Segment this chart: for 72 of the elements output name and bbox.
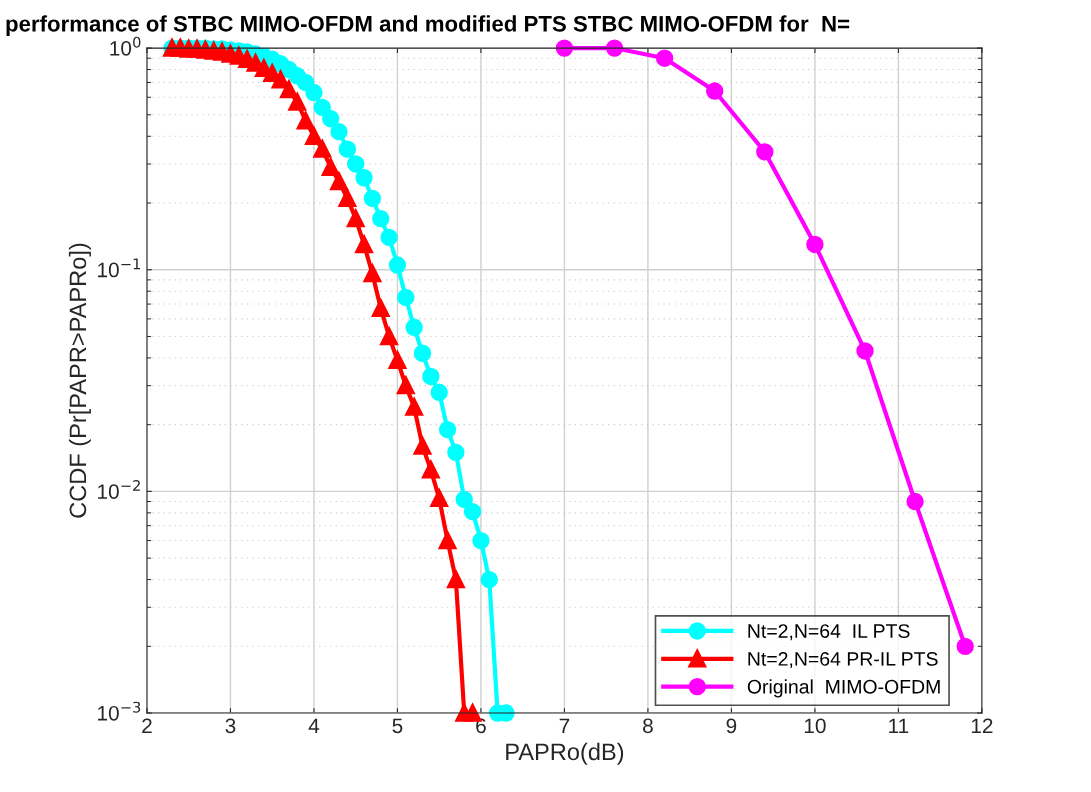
x-tick-label: 8 [643,718,653,734]
x-tick-label: 11 [889,718,909,733]
point [472,531,490,550]
y-tick-label: 10$^{−3}$ [98,701,141,721]
x-tick-label: 10 [804,718,826,734]
point [422,367,440,386]
point [422,461,440,479]
chart-title: performance of STBC MIMO-OFDM and modified PTS STBC MIMO-OFDM for N= [6,15,850,37]
y-tick-label: 10$^{−2}$ [98,479,140,499]
x-tick-label: 12 [971,718,993,733]
x-tick-label: 7 [559,718,570,733]
point [396,374,416,395]
point [756,143,774,161]
point [447,443,465,462]
point [304,125,323,145]
point [380,228,398,247]
y-tick-label: 10$^{0}$ [110,36,141,56]
legend-label: Nt=2,N=64 PR-IL PTS [748,652,938,669]
point [655,49,674,67]
x-tick-label: 5 [392,718,403,734]
point [371,297,391,317]
point [463,502,482,521]
point [405,398,423,416]
point [287,91,307,111]
point [906,492,924,511]
point [438,531,457,550]
point [346,207,366,228]
point [387,349,408,370]
point [706,82,724,100]
point [347,155,365,173]
point [438,420,457,439]
point [337,187,357,207]
y-tick-label: 10$^{−1}$ [98,258,140,278]
point [321,158,340,176]
point [313,140,331,158]
point [338,140,357,158]
point [296,112,315,130]
point [806,235,824,254]
y-axis-title: CCDF (Pr[PAPR>PAPRo]) [68,243,91,518]
point [354,233,374,254]
point [355,169,373,187]
point [363,189,382,207]
legend-label: Original MIMO-OFDM [747,679,940,698]
point [429,487,449,508]
point [397,288,415,307]
point [413,344,432,362]
point [379,325,399,346]
point [313,98,331,117]
point [262,62,281,82]
point [555,39,574,57]
point [330,122,348,141]
point [362,262,382,283]
point [372,209,390,228]
point [447,570,465,589]
x-axis-title: PAPRo(dB) [506,742,624,765]
point [305,83,323,102]
point [388,256,407,274]
point [430,383,448,401]
x-tick-label: 9 [726,718,737,734]
point [956,637,974,655]
point [480,570,498,589]
point [413,437,432,455]
point [330,172,348,191]
point [321,110,340,128]
point [405,318,423,336]
x-tick-label: 3 [225,718,236,734]
point [279,78,298,99]
x-tick-label: 4 [308,718,320,733]
point [856,342,874,360]
legend-label: Nt=2,N=64 IL PTS [748,624,910,641]
x-tick-label: 2 [142,718,152,733]
point [455,490,473,509]
